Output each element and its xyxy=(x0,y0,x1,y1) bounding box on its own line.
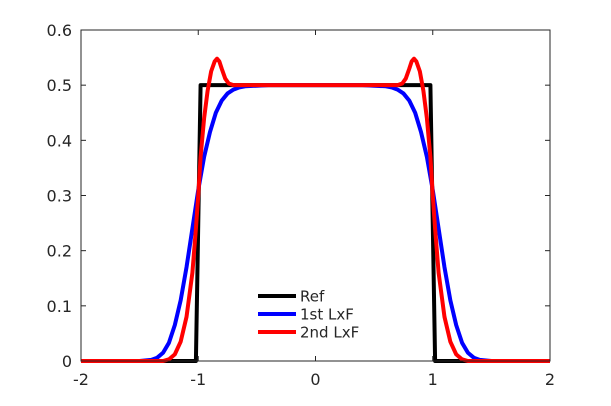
x-tick-label: 2 xyxy=(545,370,555,389)
y-tick-label: 0.5 xyxy=(47,76,72,95)
x-tick-label: -1 xyxy=(190,370,206,389)
y-tick-label: 0.2 xyxy=(47,242,72,261)
series-line-2 xyxy=(81,56,550,363)
legend-label-1: 1st LxF xyxy=(300,306,354,324)
y-tick-label: 0.3 xyxy=(47,187,72,206)
y-tick-label: 0 xyxy=(62,352,72,371)
x-tick-label: 1 xyxy=(428,370,438,389)
x-tick-label: -2 xyxy=(73,370,89,389)
x-tick-label: 0 xyxy=(310,370,320,389)
y-tick-label: 0.6 xyxy=(47,21,72,40)
y-tick-label: 0.1 xyxy=(47,297,72,316)
series-layer xyxy=(81,56,550,363)
legend-label-0: Ref xyxy=(300,288,325,306)
y-tick-label: 0.4 xyxy=(47,131,72,150)
legend-label-2: 2nd LxF xyxy=(300,324,359,342)
ticks-layer: -2 -1 0 1 2 0 0.1 0.2 0.3 0.4 0.5 0.6 xyxy=(47,21,556,389)
